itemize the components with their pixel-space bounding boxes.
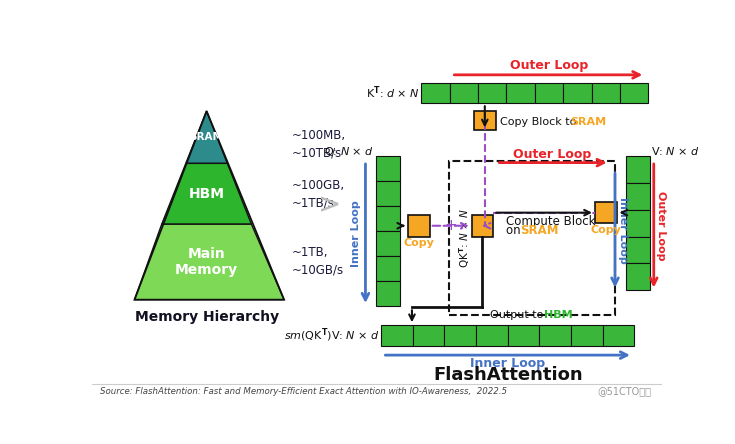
Bar: [449, 161, 615, 315]
Text: +: +: [445, 218, 457, 233]
Text: Source: FlashAttention: Fast and Memory-Efficient Exact Attention with IO-Awaren: Source: FlashAttention: Fast and Memory-…: [100, 387, 506, 396]
Bar: [595, 202, 617, 223]
Text: Copy: Copy: [404, 238, 434, 249]
Text: Outer Loop: Outer Loop: [510, 59, 588, 72]
Bar: [478, 83, 506, 103]
Text: Main
Memory: Main Memory: [175, 247, 238, 277]
Bar: [474, 111, 495, 130]
Text: ~100MB,
~10TB/s: ~100MB, ~10TB/s: [292, 129, 346, 159]
Bar: [539, 325, 571, 346]
Text: HBM: HBM: [189, 187, 225, 201]
Text: Inner Loop: Inner Loop: [470, 357, 545, 370]
Text: SRAM: SRAM: [570, 117, 606, 127]
Text: Inner Loop: Inner Loop: [351, 200, 361, 267]
Text: Copy Block to: Copy Block to: [501, 117, 580, 127]
Text: SRAM: SRAM: [520, 224, 558, 237]
Polygon shape: [186, 111, 227, 163]
Text: @51CTO博客: @51CTO博客: [598, 386, 651, 396]
Bar: [571, 325, 603, 346]
Bar: [625, 210, 650, 237]
Text: Outer Loop: Outer Loop: [513, 148, 592, 161]
Text: K$^\mathbf{T}$: $d$ × $N$: K$^\mathbf{T}$: $d$ × $N$: [366, 85, 420, 101]
Text: QK$^\mathbf{T}$: $N$ × $N$: QK$^\mathbf{T}$: $N$ × $N$: [457, 208, 472, 268]
Bar: [376, 206, 400, 231]
Text: Inner Loop: Inner Loop: [617, 197, 628, 264]
Bar: [376, 281, 400, 306]
Text: Outer Loop: Outer Loop: [656, 191, 667, 261]
Text: Copy: Copy: [590, 226, 621, 235]
Bar: [625, 263, 650, 290]
Bar: [506, 83, 535, 103]
Text: ~1TB,
~10GB/s: ~1TB, ~10GB/s: [292, 246, 344, 276]
Text: >: >: [318, 191, 342, 219]
Text: Memory Hierarchy: Memory Hierarchy: [135, 309, 279, 324]
Text: Compute Block: Compute Block: [506, 214, 595, 228]
Text: Output to: Output to: [490, 310, 547, 320]
Text: ~100GB,
~1TB/s: ~100GB, ~1TB/s: [292, 179, 345, 209]
Text: Q: $N$ × $d$: Q: $N$ × $d$: [324, 145, 374, 158]
Text: $sm$(QK$^\mathbf{T}$)V: $N$ × $d$: $sm$(QK$^\mathbf{T}$)V: $N$ × $d$: [284, 327, 379, 344]
Bar: [603, 325, 634, 346]
Bar: [508, 325, 539, 346]
Text: on: on: [506, 224, 524, 237]
Bar: [472, 215, 493, 237]
Polygon shape: [135, 224, 284, 300]
Bar: [421, 83, 450, 103]
Text: SRAM: SRAM: [190, 132, 223, 142]
Bar: [450, 83, 478, 103]
Bar: [563, 83, 592, 103]
Bar: [535, 83, 563, 103]
Bar: [625, 156, 650, 182]
Bar: [376, 181, 400, 206]
Bar: [376, 256, 400, 281]
Text: HBM: HBM: [545, 310, 573, 320]
Bar: [376, 231, 400, 256]
Text: FlashAttention: FlashAttention: [433, 366, 583, 384]
Bar: [620, 83, 648, 103]
Bar: [412, 325, 444, 346]
Polygon shape: [162, 163, 251, 224]
Bar: [381, 325, 412, 346]
Bar: [376, 156, 400, 181]
Bar: [625, 237, 650, 263]
Bar: [444, 325, 476, 346]
Bar: [408, 215, 430, 237]
Bar: [625, 182, 650, 210]
Bar: [592, 83, 620, 103]
Text: V: $N$ × $d$: V: $N$ × $d$: [651, 145, 700, 157]
Bar: [476, 325, 508, 346]
